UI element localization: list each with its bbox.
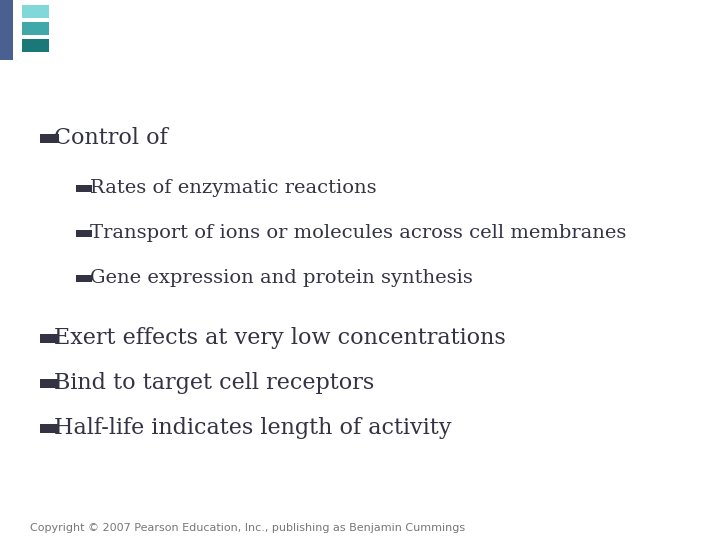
Bar: [0, 0, 13, 60]
Text: Exert effects at very low concentrations: Exert effects at very low concentrations: [54, 327, 505, 349]
Text: Gene expression and protein synthesis: Gene expression and protein synthesis: [90, 269, 473, 287]
Text: Control of: Control of: [54, 127, 168, 150]
Bar: [40, 134, 59, 143]
Text: Bind to target cell receptors: Bind to target cell receptors: [54, 373, 374, 395]
Bar: [40, 379, 59, 388]
Bar: [76, 230, 92, 237]
Bar: [40, 334, 59, 343]
Bar: [22, 39, 49, 52]
Text: Half-life indicates length of activity: Half-life indicates length of activity: [54, 417, 451, 440]
Bar: [22, 5, 49, 18]
Bar: [40, 424, 59, 433]
Bar: [76, 275, 92, 282]
Text: Copyright © 2007 Pearson Education, Inc., publishing as Benjamin Cummings: Copyright © 2007 Pearson Education, Inc.…: [30, 523, 465, 533]
Text: Transport of ions or molecules across cell membranes: Transport of ions or molecules across ce…: [90, 225, 626, 242]
Text: Hormones: Function: Hormones: Function: [54, 18, 338, 42]
Text: Rates of enzymatic reactions: Rates of enzymatic reactions: [90, 179, 377, 198]
Bar: [22, 22, 49, 35]
Bar: [76, 185, 92, 192]
